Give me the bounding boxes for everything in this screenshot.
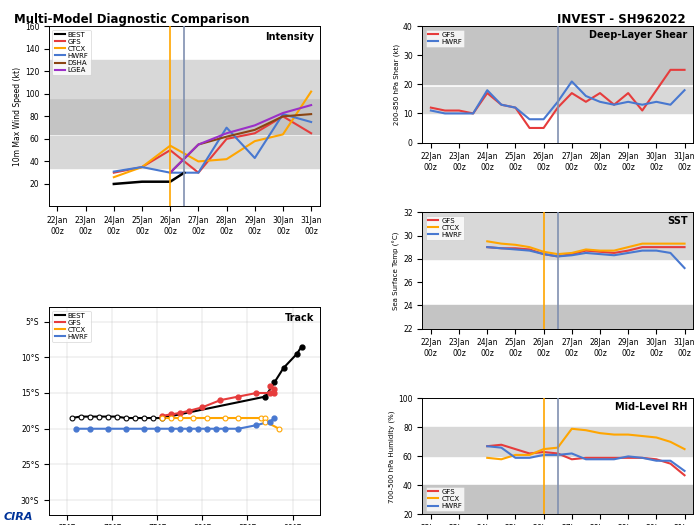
Bar bbox=[422, 87, 693, 113]
Text: Deep-Layer Shear: Deep-Layer Shear bbox=[589, 30, 687, 40]
Y-axis label: Sea Surface Temp (°C): Sea Surface Temp (°C) bbox=[393, 231, 400, 310]
Bar bbox=[422, 26, 693, 85]
Text: Mid-Level RH: Mid-Level RH bbox=[615, 402, 687, 412]
Bar bbox=[49, 60, 320, 98]
Text: Track: Track bbox=[285, 313, 314, 323]
Bar bbox=[49, 99, 320, 134]
Bar bbox=[422, 427, 693, 456]
Y-axis label: 10m Max Wind Speed (kt): 10m Max Wind Speed (kt) bbox=[13, 67, 22, 166]
Text: CIRA: CIRA bbox=[4, 512, 33, 522]
Bar bbox=[49, 135, 320, 168]
Text: Intensity: Intensity bbox=[265, 32, 314, 41]
Text: Multi-Model Diagnostic Comparison: Multi-Model Diagnostic Comparison bbox=[14, 13, 249, 26]
Bar bbox=[422, 305, 693, 329]
Legend: BEST, GFS, CTCX, HWRF, DSHA, LGEA: BEST, GFS, CTCX, HWRF, DSHA, LGEA bbox=[52, 30, 91, 75]
Legend: BEST, GFS, CTCX, HWRF: BEST, GFS, CTCX, HWRF bbox=[52, 311, 91, 342]
Bar bbox=[422, 486, 693, 514]
Legend: GFS, CTCX, HWRF: GFS, CTCX, HWRF bbox=[426, 487, 464, 511]
Y-axis label: 200-850 hPa Shear (kt): 200-850 hPa Shear (kt) bbox=[393, 44, 400, 125]
Legend: GFS, HWRF: GFS, HWRF bbox=[426, 30, 464, 47]
Legend: GFS, CTCX, HWRF: GFS, CTCX, HWRF bbox=[426, 216, 464, 240]
Bar bbox=[422, 212, 693, 259]
Text: SST: SST bbox=[667, 216, 687, 226]
Y-axis label: 700-500 hPa Humidity (%): 700-500 hPa Humidity (%) bbox=[389, 410, 396, 502]
Text: INVEST - SH962022: INVEST - SH962022 bbox=[557, 13, 686, 26]
